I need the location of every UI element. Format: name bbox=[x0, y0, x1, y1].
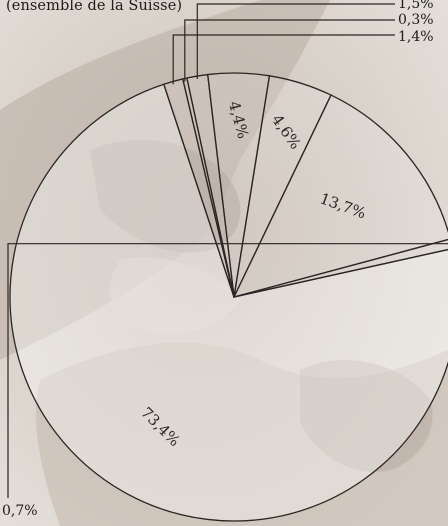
leader-line bbox=[184, 19, 395, 82]
slice-label: 1,4% bbox=[398, 29, 434, 45]
slice-label: 0,7% bbox=[2, 503, 38, 519]
pie-slice bbox=[233, 238, 448, 298]
slice-label: 0,3% bbox=[398, 12, 434, 28]
pie-slice bbox=[232, 94, 448, 298]
leader-line bbox=[172, 34, 395, 85]
leader-line bbox=[7, 243, 448, 498]
slice-label: 1,5% bbox=[398, 0, 434, 12]
leader-line bbox=[196, 3, 395, 79]
chart-subtitle: (ensemble de la Suisse) bbox=[6, 0, 183, 14]
pie-slice bbox=[9, 83, 448, 522]
